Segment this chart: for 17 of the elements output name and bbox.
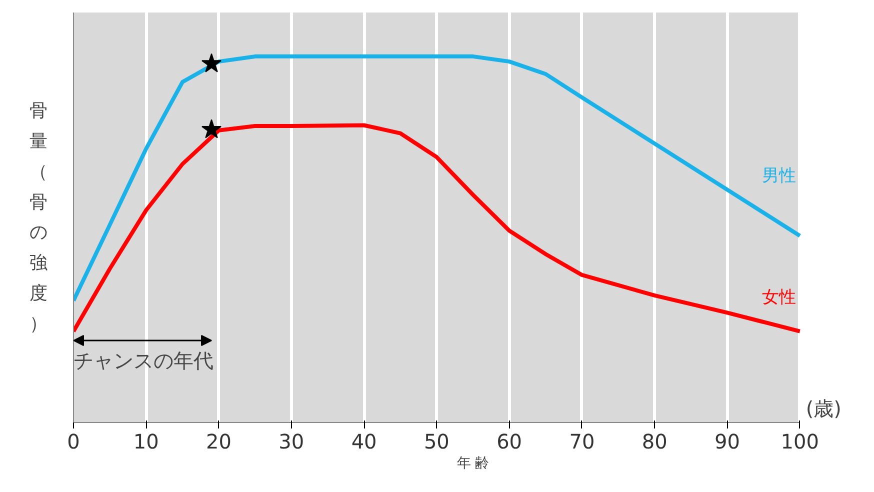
x-tick-label: 50 bbox=[424, 430, 450, 454]
x-tick-label: 10 bbox=[133, 430, 159, 454]
x-tick-label: 60 bbox=[496, 430, 522, 454]
x-tick-label: 100 bbox=[780, 430, 819, 454]
x-tick-label: 90 bbox=[714, 430, 740, 454]
x-tick-label: 80 bbox=[642, 430, 668, 454]
x-tick-label: 70 bbox=[569, 430, 595, 454]
x-axis-title: 年 齢 bbox=[456, 456, 490, 472]
series-label: 男性 bbox=[762, 166, 796, 186]
x-tick-label: 30 bbox=[278, 430, 304, 454]
y-axis-title: 骨量（骨の強度） bbox=[30, 100, 48, 335]
annotation: チャンスの年代 bbox=[74, 348, 214, 372]
x-tick-label: 40 bbox=[351, 430, 377, 454]
x-tick-label: 0 bbox=[67, 430, 80, 454]
x-tick-label: 20 bbox=[206, 430, 232, 454]
series-label: 女性 bbox=[762, 287, 796, 308]
text: (歳) bbox=[806, 396, 842, 420]
